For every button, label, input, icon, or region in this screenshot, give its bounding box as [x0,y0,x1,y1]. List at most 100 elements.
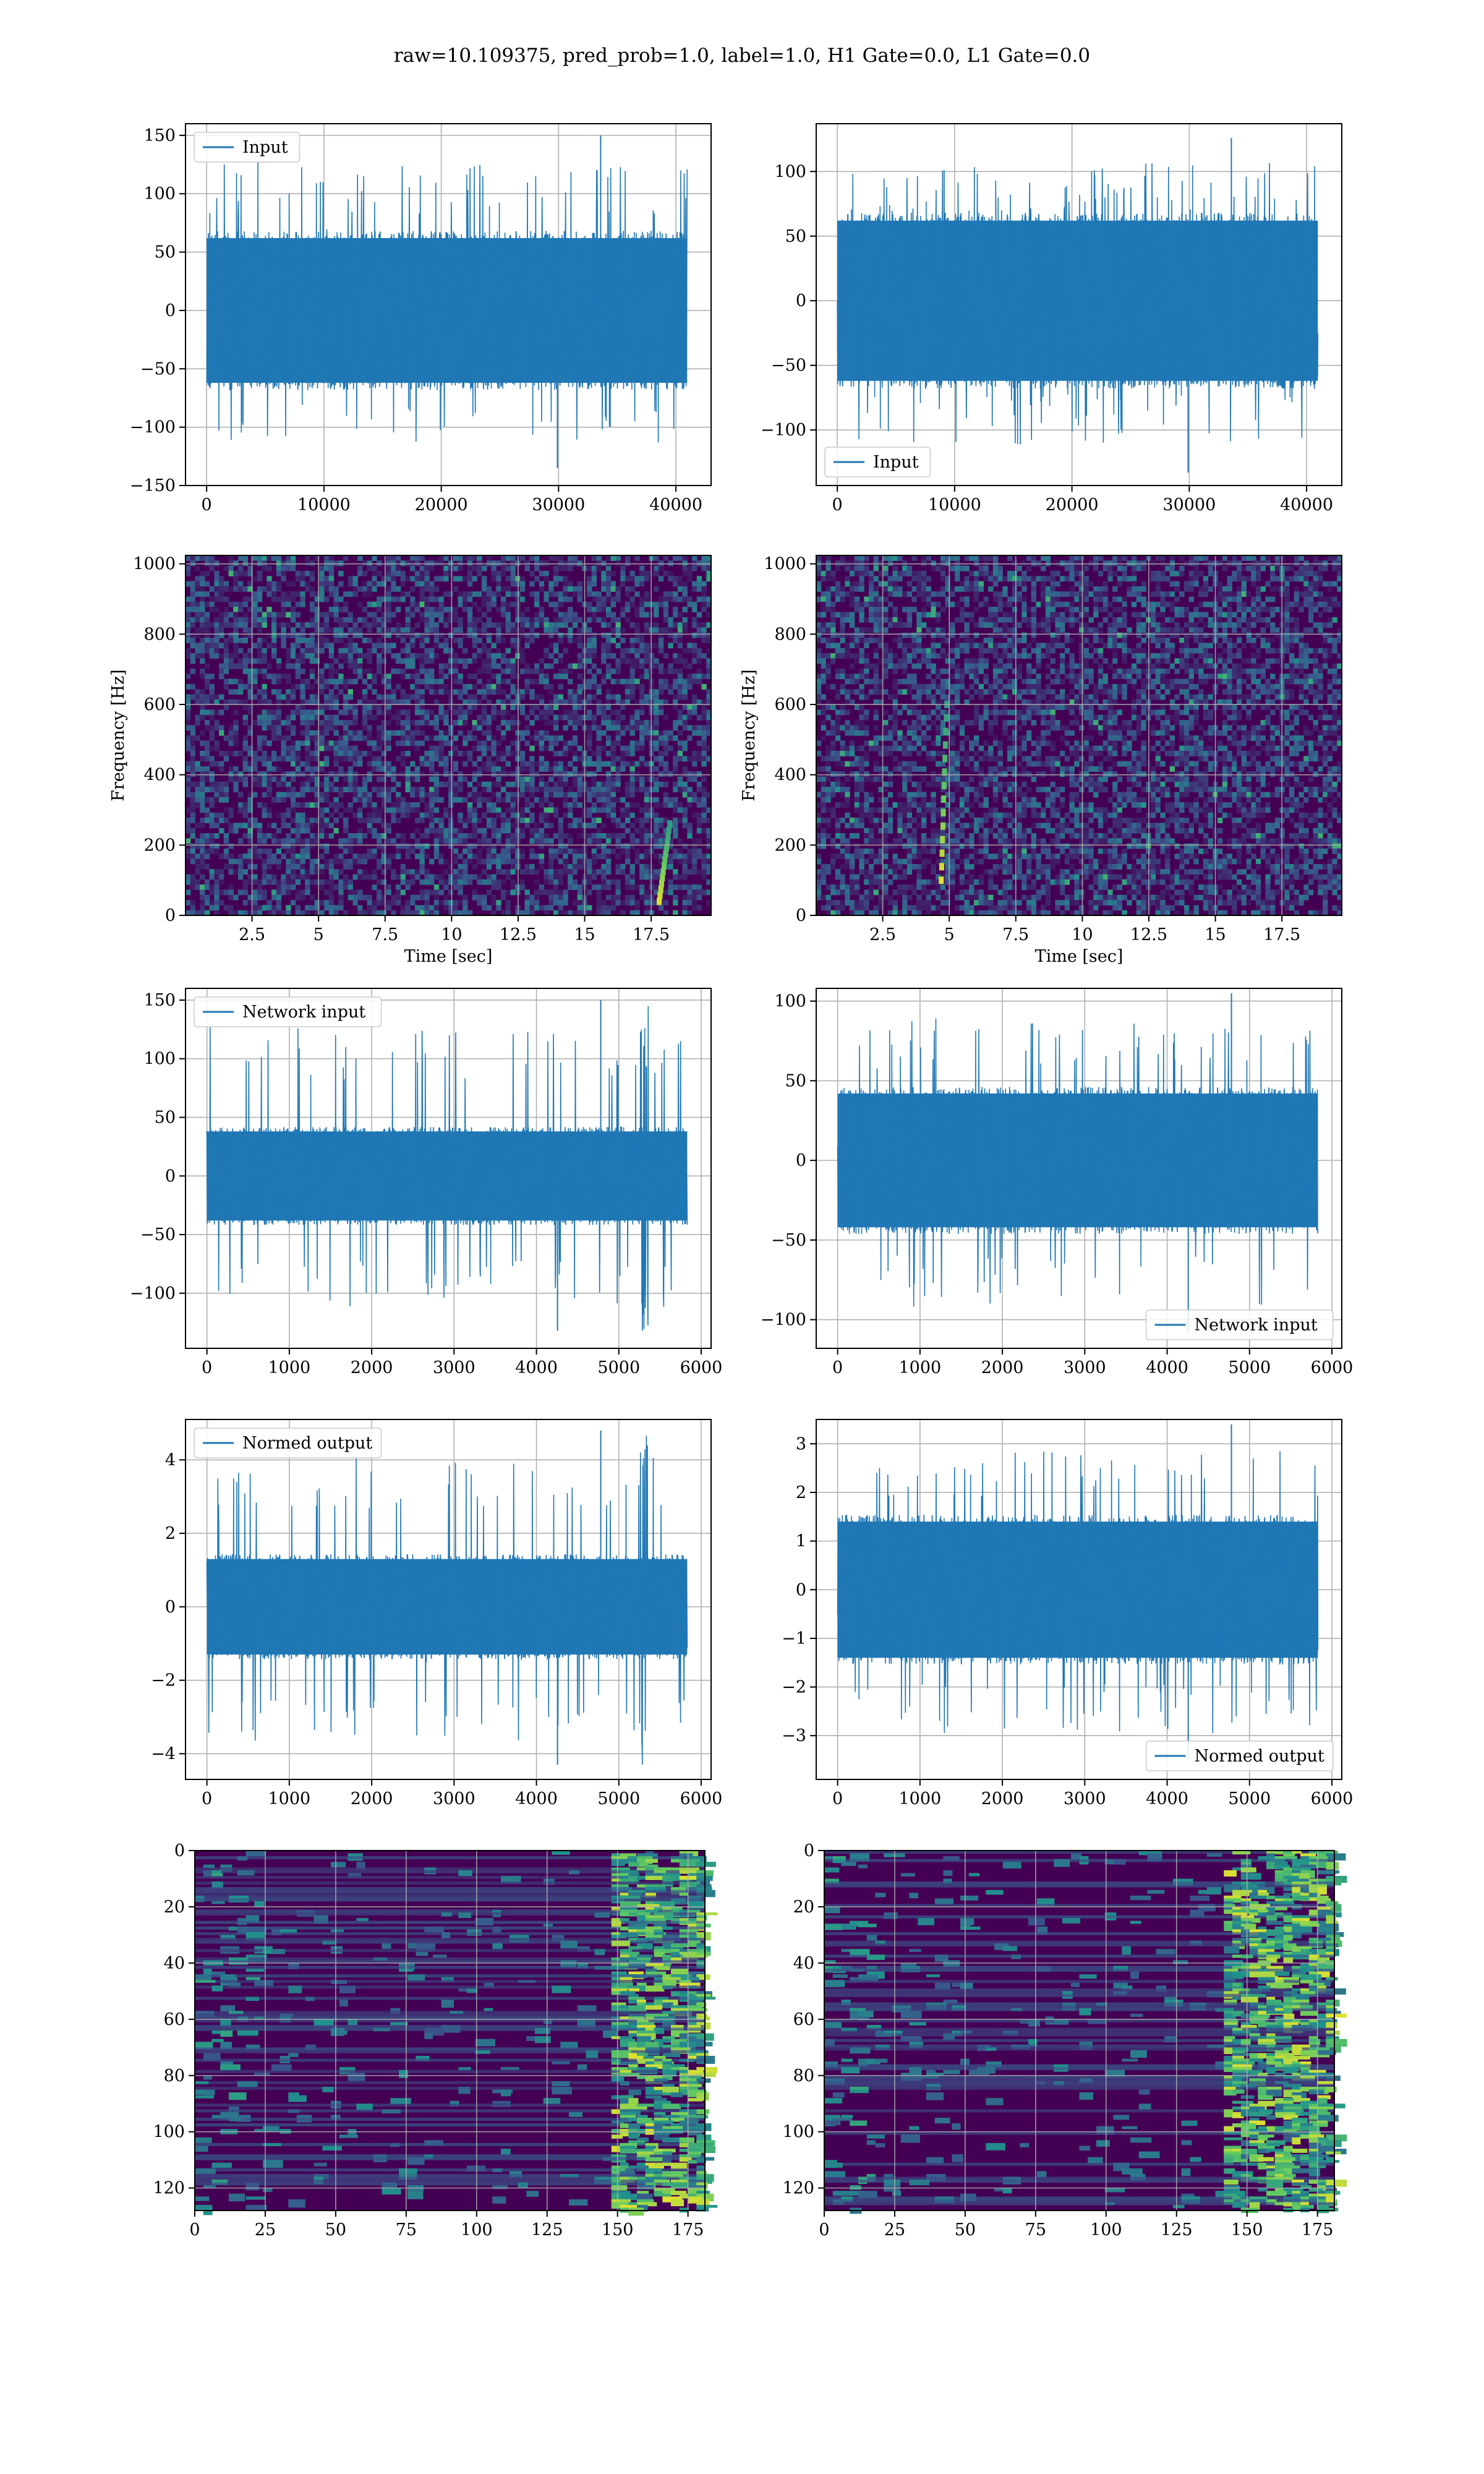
heatmap-cell [1132,576,1137,582]
heatmap-cell [429,683,435,690]
heatmap-cell [467,802,473,808]
heatmap-cell [324,889,330,896]
heatmap-cell [491,900,497,905]
heatmap-cell [539,833,545,839]
heatmap-cell [305,709,310,716]
heatmap-cell [587,745,592,751]
heatmap-cell [271,720,277,726]
heatmap-cell [419,740,425,747]
heatmap-cell [438,797,444,803]
heatmap-cell [352,771,358,777]
heatmap-cell [291,591,296,597]
heatmap-cell [659,663,664,669]
heatmap-cell [348,576,353,582]
heatmap-cell [424,807,430,813]
heatmap-cell [281,560,286,567]
heatmap-cell [548,643,554,649]
heatmap-cell [501,750,506,756]
heatmap-cell [405,658,411,664]
heatmap-cell [429,627,435,633]
heatmap-cell [438,874,444,880]
heatmap-cell [687,889,693,896]
heatmap-cell [333,678,339,685]
heatmap-cell [467,699,473,705]
heatmap-cell [309,735,315,741]
heatmap-cell [596,756,602,762]
heatmap-cell [1007,576,1013,582]
heatmap-cell [410,694,416,700]
heatmap-cell [458,781,463,787]
chart-spectrogram-l1: 2.5 5 7.5 10 12.5 15 17.502004006008001000Time… [740,555,1342,966]
heatmap-cell [534,900,540,905]
heatmap-cell [400,668,406,674]
heatmap-cell [386,771,391,777]
heatmap-cell [443,617,449,623]
heatmap-cell [238,689,244,695]
heatmap-cell [634,910,640,916]
heatmap-cell [558,823,563,829]
heatmap-cell [223,565,229,571]
heatmap-cell [558,668,563,674]
heatmap-cell [486,848,492,854]
heatmap-cell [519,694,526,700]
heatmap-cell [458,576,463,582]
heatmap-cell [682,823,688,829]
heatmap-cell [257,622,263,628]
heatmap-cell [429,653,435,659]
heatmap-cell [634,818,640,823]
heatmap-cell [558,617,563,623]
heatmap-cell [673,704,678,710]
heatmap-cell [233,894,239,901]
heatmap-cell [367,668,372,674]
heatmap-cell [472,792,477,798]
heatmap-cell [1150,560,1156,567]
heatmap-cell [539,828,545,834]
heatmap-cell [204,787,210,792]
heatmap-cell [333,750,339,756]
heatmap-cell [591,823,597,829]
heatmap-cell [463,663,468,669]
heatmap-cell [362,720,368,726]
heatmap-cell [338,617,344,623]
heatmap-cell [458,658,463,664]
heatmap-cell [505,663,511,669]
heatmap-cell [291,776,296,782]
heatmap-cell [510,869,516,875]
heatmap-cell [634,632,640,638]
heatmap-cell [1323,560,1328,567]
heatmap-cell [381,750,387,756]
heatmap-cell [840,555,845,561]
heatmap-cell [352,889,358,896]
heatmap-cell [291,725,296,731]
heatmap-cell [696,750,702,756]
heatmap-cell [443,565,449,571]
heatmap-cell [1155,570,1161,576]
heatmap-cell [242,699,248,705]
heatmap-cell [591,591,597,597]
heatmap-cell [634,838,640,844]
heatmap-cell [343,683,349,690]
heatmap-cell [438,889,444,896]
heatmap-cell [333,756,339,762]
heatmap-cell [410,869,416,875]
heatmap-cell [204,709,210,716]
heatmap-cell [204,838,210,844]
heatmap-cell [519,704,526,710]
y-tick-label: 200 [143,836,176,855]
heatmap-cell [501,858,506,865]
heatmap-cell [644,570,650,576]
heatmap-cell [424,843,430,849]
heatmap-cell [696,740,702,747]
heatmap-cell [591,653,597,659]
heatmap-cell [338,869,344,875]
heatmap-cell [706,889,712,896]
heatmap-cell [295,792,301,798]
heatmap-cell [367,910,372,916]
heatmap-cell [467,704,473,710]
heatmap-cell [644,787,650,792]
heatmap-cell [386,797,391,803]
heatmap-cell [496,674,501,680]
x-tick-label: 10 [441,925,462,944]
heatmap-cell [673,607,678,612]
heatmap-cell [467,812,473,818]
